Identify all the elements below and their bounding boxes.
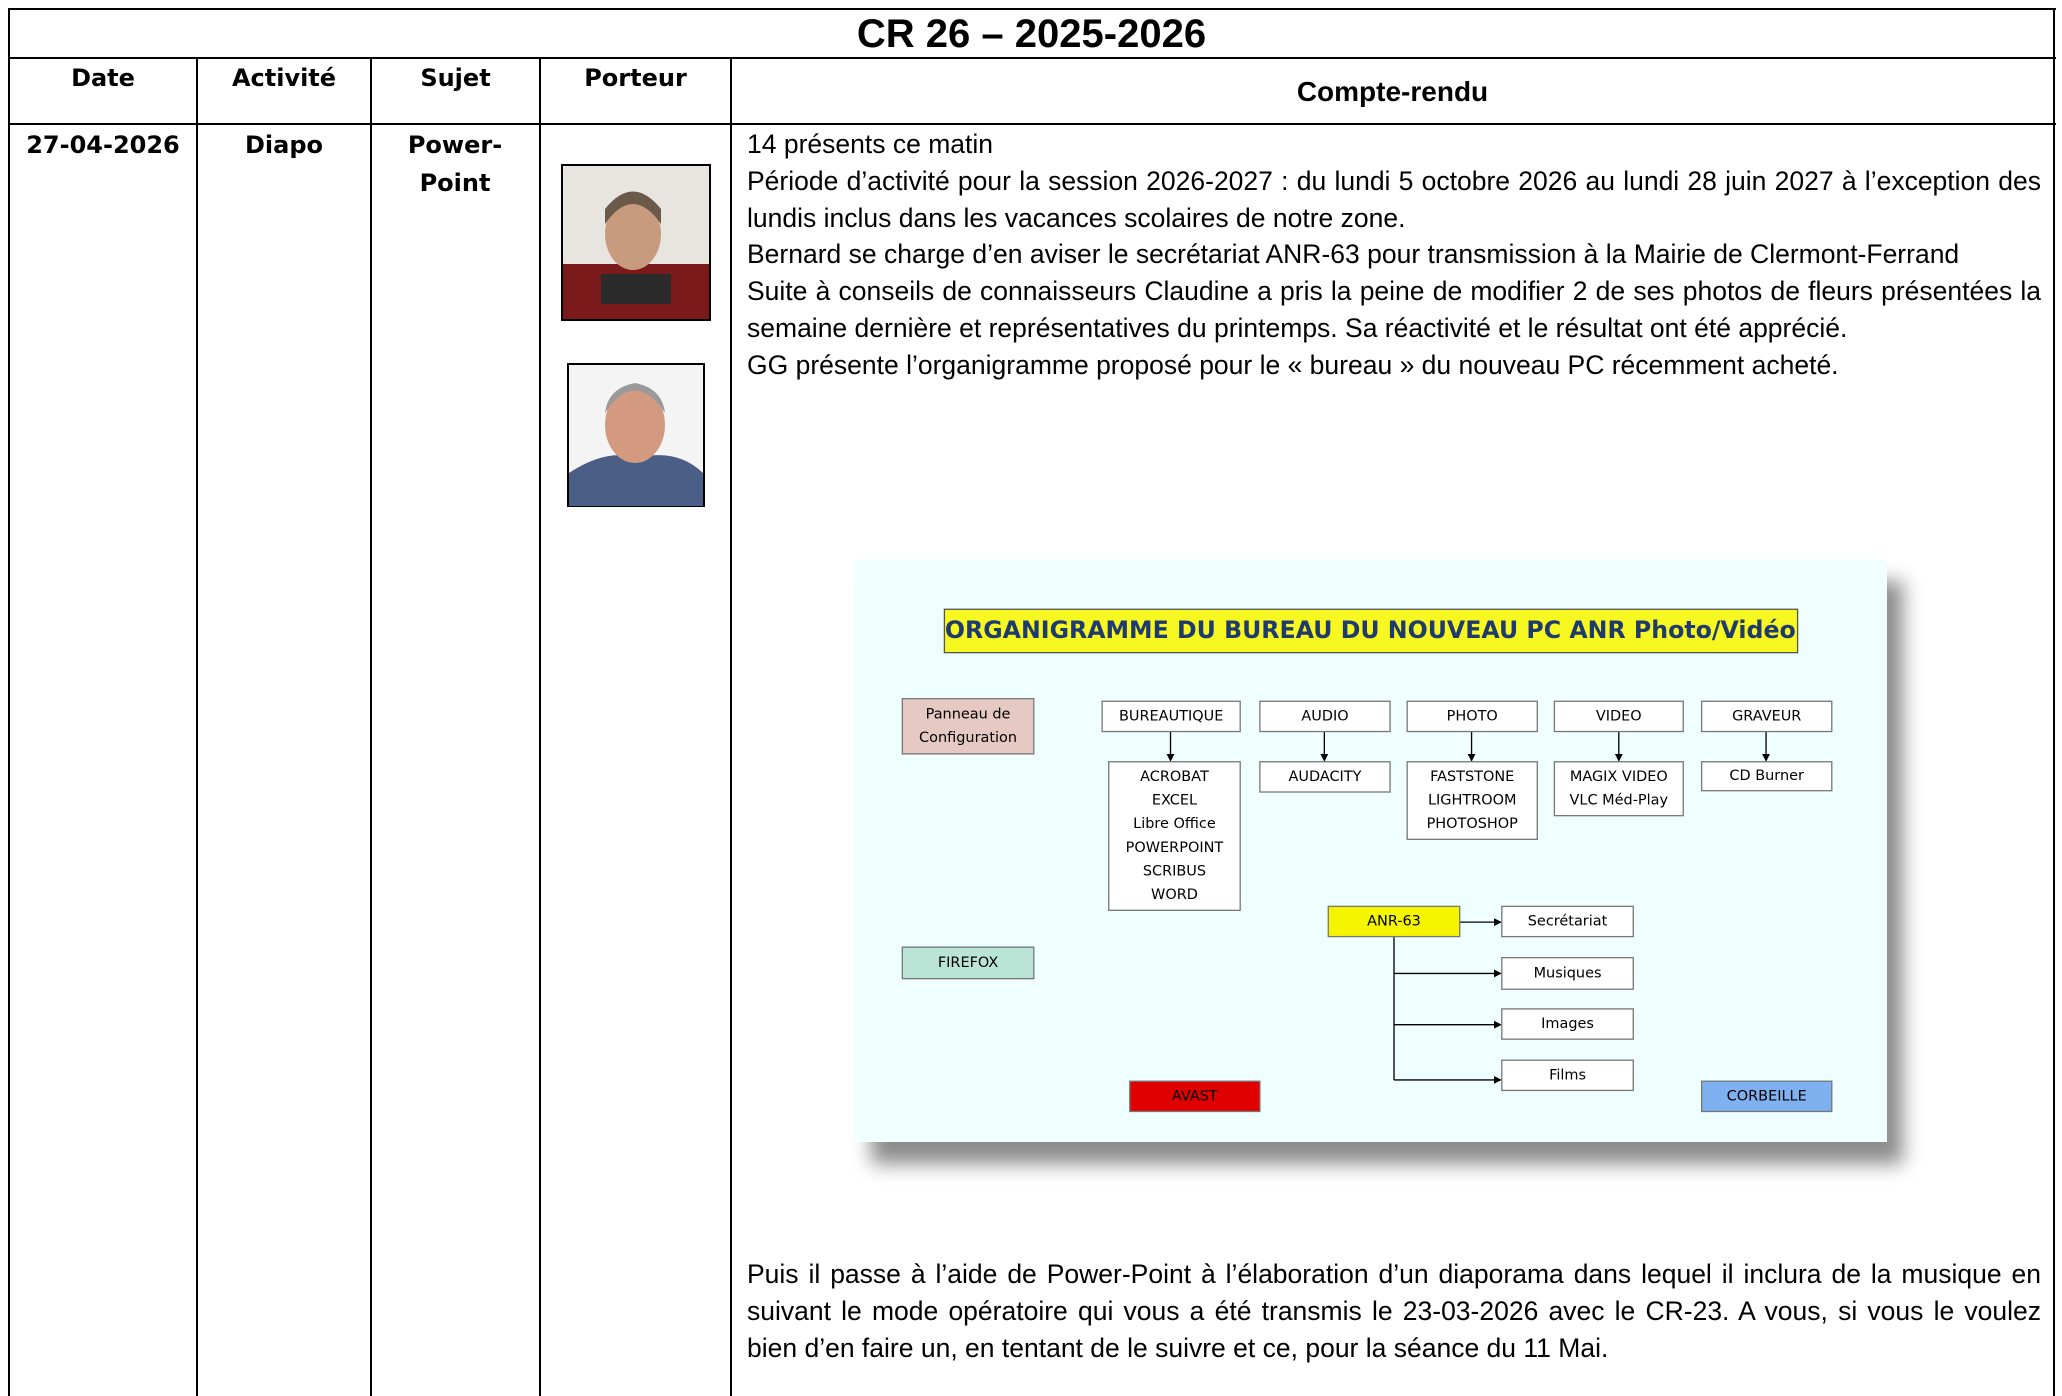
- node-label: FASTSTONE: [1430, 769, 1514, 785]
- node-box: [1700, 1080, 1833, 1113]
- node-box: [1327, 905, 1461, 938]
- node-box: [1406, 700, 1538, 733]
- border: [370, 58, 372, 1396]
- node-label: ACROBAT: [1140, 769, 1209, 785]
- node-box: [1259, 700, 1391, 733]
- report-text: 14 présents ce matin Période d’activité p…: [747, 126, 2041, 384]
- photo: [567, 363, 705, 507]
- header: Sujet: [420, 64, 491, 92]
- node-label: PHOTOSHOP: [1427, 816, 1519, 832]
- node-label: CORBEILLE: [1727, 1088, 1807, 1104]
- header: Activité: [231, 64, 337, 92]
- node-label: Configuration: [919, 730, 1017, 746]
- node-label: Images: [1541, 1016, 1594, 1032]
- paragraph: Période d’activité pour la session 2026-…: [747, 165, 2041, 233]
- node-box: [1553, 700, 1684, 733]
- doc-title: CR 26 – 2025-2026: [856, 12, 1207, 56]
- connectors: [1166, 731, 1770, 1084]
- node-box: [1101, 700, 1241, 733]
- node-label: BUREAUTIQUE: [1119, 708, 1223, 724]
- border: [2053, 8, 2055, 1396]
- node-box: [1108, 761, 1241, 911]
- border: [196, 58, 198, 1396]
- border: [8, 57, 2056, 59]
- node-label: EXCEL: [1152, 793, 1197, 809]
- subject: Power-Point: [407, 131, 503, 197]
- border: [8, 123, 2056, 125]
- border: [8, 8, 10, 1396]
- node-box: [1129, 1080, 1261, 1113]
- paragraph: Bernard se charge d’en aviser le secréta…: [747, 239, 1960, 270]
- node-label: CD Burner: [1729, 768, 1804, 784]
- header: Porteur: [584, 64, 687, 92]
- node-box: [1406, 761, 1538, 840]
- node-box: [1700, 700, 1833, 733]
- node-label: Secrétariat: [1528, 913, 1608, 929]
- node-label: PHOTO: [1447, 708, 1498, 724]
- node-label: GRAVEUR: [1732, 708, 1801, 724]
- photo: [561, 164, 711, 321]
- node-box: [1501, 1059, 1634, 1092]
- diagram-title: ORGANIGRAMME DU BUREAU DU NOUVEAU PC ANR…: [945, 616, 1796, 644]
- node-label: AUDACITY: [1288, 769, 1361, 785]
- node-label: LIGHTROOM: [1428, 793, 1516, 809]
- node-box: [1259, 761, 1391, 793]
- node-box: [1501, 905, 1634, 938]
- node-label: FIREFOX: [938, 955, 999, 971]
- border: [730, 58, 732, 1396]
- node-label: ANR-63: [1367, 913, 1421, 929]
- date: 27-04-2026: [26, 131, 180, 159]
- node-box: [901, 698, 1035, 755]
- node-label: VLC Méd-Play: [1570, 793, 1669, 809]
- report-closing: Puis il passe à l’aide de Power-Point à …: [747, 1259, 2041, 1363]
- node-label: AVAST: [1172, 1088, 1218, 1104]
- header: Compte-rendu: [1296, 76, 1489, 107]
- node-label: Libre Office: [1133, 816, 1216, 832]
- org-chart: ORGANIGRAMME DU BUREAU DU NOUVEAU PC ANR…: [855, 559, 1887, 1142]
- node-label: AUDIO: [1301, 708, 1348, 724]
- node-label: MAGIX VIDEO: [1570, 769, 1668, 785]
- node-box: [1501, 1008, 1634, 1040]
- node-label: VIDEO: [1596, 708, 1642, 724]
- border: [8, 8, 2056, 10]
- header: Date: [71, 64, 135, 92]
- border: [539, 58, 541, 1396]
- node-box: [1553, 761, 1684, 817]
- node-label: POWERPOINT: [1126, 840, 1224, 856]
- node-box: [1700, 761, 1833, 792]
- node-label: Musiques: [1534, 965, 1602, 981]
- paragraph: 14 présents ce matin: [747, 129, 993, 159]
- paragraph: Suite à conseils de connaisseurs Claudin…: [747, 276, 2041, 343]
- activity: Diapo: [244, 131, 323, 159]
- paragraph: GG présente l’organigramme proposé pour …: [747, 349, 1839, 380]
- node-label: Panneau de: [926, 706, 1011, 722]
- node-label: SCRIBUS: [1143, 864, 1206, 880]
- node-label: WORD: [1151, 887, 1198, 903]
- node-label: Films: [1549, 1067, 1586, 1083]
- node-box: [1501, 956, 1634, 990]
- node-box: [901, 946, 1035, 980]
